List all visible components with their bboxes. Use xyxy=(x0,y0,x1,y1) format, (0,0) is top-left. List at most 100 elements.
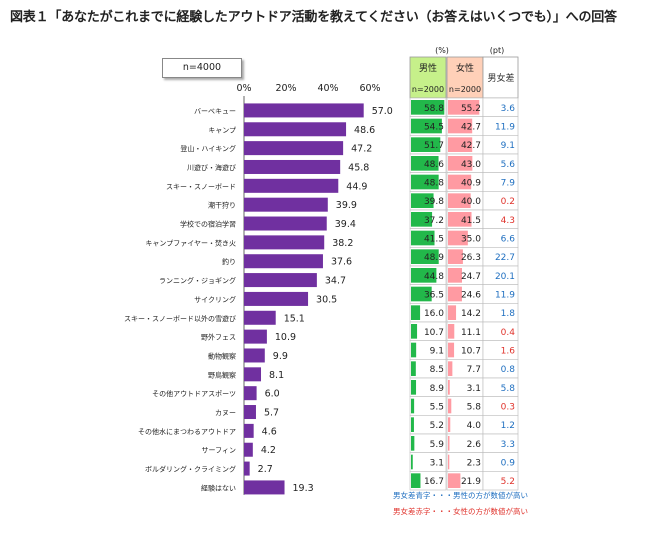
male-bar xyxy=(411,380,417,395)
diff-value: 7.9 xyxy=(501,179,516,189)
male-value: 39.8 xyxy=(424,197,444,207)
diff-value: 0.3 xyxy=(501,403,515,413)
male-bar xyxy=(411,324,418,339)
total-value-label: 15.1 xyxy=(284,313,305,324)
category-label: ランニング・ジョギング xyxy=(159,276,236,285)
female-value: 42.7 xyxy=(461,123,481,133)
total-bar xyxy=(244,367,262,382)
female-bar xyxy=(448,361,453,376)
category-label: キャンプ xyxy=(208,126,236,134)
category-label: 潮干狩り xyxy=(208,201,236,210)
category-label: バーベキュー xyxy=(194,107,236,115)
total-value-label: 4.2 xyxy=(261,445,276,456)
diff-value: 0.4 xyxy=(501,328,516,338)
female-bar xyxy=(448,174,472,190)
total-bar xyxy=(244,141,344,156)
total-bar xyxy=(244,216,327,231)
male-value: 54.5 xyxy=(424,123,444,133)
category-label: スキー・スノーボード以外の雪遊び xyxy=(124,314,236,323)
x-tick-label: 40% xyxy=(317,83,338,94)
male-bar xyxy=(411,286,432,302)
total-value-label: 39.9 xyxy=(336,200,357,211)
male-bar xyxy=(411,137,441,152)
total-value-label: 19.3 xyxy=(293,483,314,494)
female-value: 24.7 xyxy=(461,272,481,282)
male-bar xyxy=(411,174,439,190)
total-bar xyxy=(244,178,339,193)
total-value-label: 10.9 xyxy=(275,332,296,343)
diff-value: 11.9 xyxy=(495,123,515,133)
female-bar xyxy=(448,473,461,488)
female-n-label: n=2000 xyxy=(449,85,481,94)
diff-value: 22.7 xyxy=(495,253,515,263)
female-bar xyxy=(448,212,472,227)
male-bar xyxy=(411,100,445,115)
diff-value: 20.1 xyxy=(495,272,515,282)
category-label: 釣り xyxy=(222,257,236,266)
female-bar xyxy=(448,286,462,302)
female-bar xyxy=(448,342,455,358)
female-bar xyxy=(448,380,450,395)
total-value-label: 34.7 xyxy=(325,276,346,287)
female-header-label: 女性 xyxy=(456,62,474,74)
category-label: その他水にまつわるアウトドア xyxy=(138,427,236,436)
category-label: その他アウトドアスポーツ xyxy=(152,389,236,398)
unit-percent: (%) xyxy=(435,46,449,55)
female-value: 10.7 xyxy=(461,347,481,357)
male-value: 16.0 xyxy=(424,309,444,319)
total-value-label: 47.2 xyxy=(351,144,372,155)
female-value: 43.0 xyxy=(461,160,481,170)
female-value: 40.0 xyxy=(461,197,481,207)
female-bar xyxy=(448,249,463,264)
total-value-label: 5.7 xyxy=(264,408,279,419)
female-bar xyxy=(448,268,462,283)
male-bar xyxy=(411,212,433,227)
category-label: 川遊び・海遊び xyxy=(187,163,236,172)
male-bar xyxy=(411,268,437,283)
female-value: 5.8 xyxy=(467,403,482,413)
male-value: 48.6 xyxy=(424,160,444,170)
total-bar xyxy=(244,442,253,457)
total-bar xyxy=(244,103,364,118)
total-bar xyxy=(244,405,256,420)
male-n-label: n=2000 xyxy=(412,85,444,94)
total-bar xyxy=(244,310,276,325)
female-value: 55.2 xyxy=(461,104,481,114)
total-value-label: 48.6 xyxy=(354,125,375,136)
diff-value: 5.2 xyxy=(501,477,515,487)
female-bar xyxy=(448,305,457,320)
female-value: 2.6 xyxy=(467,440,482,450)
x-tick-label: 20% xyxy=(275,83,296,94)
male-bar xyxy=(411,249,439,264)
x-tick-label: 0% xyxy=(236,83,251,94)
male-bar xyxy=(411,361,416,376)
female-bar xyxy=(448,156,473,171)
female-bar xyxy=(448,417,451,432)
diff-value: 9.1 xyxy=(501,141,515,151)
total-value-label: 2.7 xyxy=(258,464,273,475)
female-value: 11.1 xyxy=(461,328,481,338)
category-label: サーフィン xyxy=(202,447,236,455)
diff-value: 0.9 xyxy=(501,459,516,469)
male-bar xyxy=(411,417,414,432)
diff-value: 11.9 xyxy=(495,291,515,301)
total-value-label: 44.9 xyxy=(346,181,367,192)
category-label: 動物観察 xyxy=(208,351,236,360)
female-value: 21.9 xyxy=(461,477,481,487)
total-value-label: 45.8 xyxy=(348,162,369,173)
male-value: 37.2 xyxy=(424,216,444,226)
female-bar xyxy=(448,137,473,152)
category-label: 学校での宿泊学習 xyxy=(180,220,236,229)
diff-value: 4.3 xyxy=(501,216,515,226)
total-value-label: 8.1 xyxy=(269,370,284,381)
male-bar xyxy=(411,436,415,451)
total-value-label: 57.0 xyxy=(372,106,393,117)
diff-value: 0.8 xyxy=(501,365,516,375)
diff-value: 6.6 xyxy=(501,235,516,245)
male-bar xyxy=(411,398,415,414)
figure-title: 図表１「あなたがこれまでに経験したアウトドア活動を教えてください（お答えはいくつ… xyxy=(10,10,617,25)
female-bar xyxy=(448,454,450,470)
male-bar xyxy=(411,118,442,134)
male-bar xyxy=(411,193,434,208)
